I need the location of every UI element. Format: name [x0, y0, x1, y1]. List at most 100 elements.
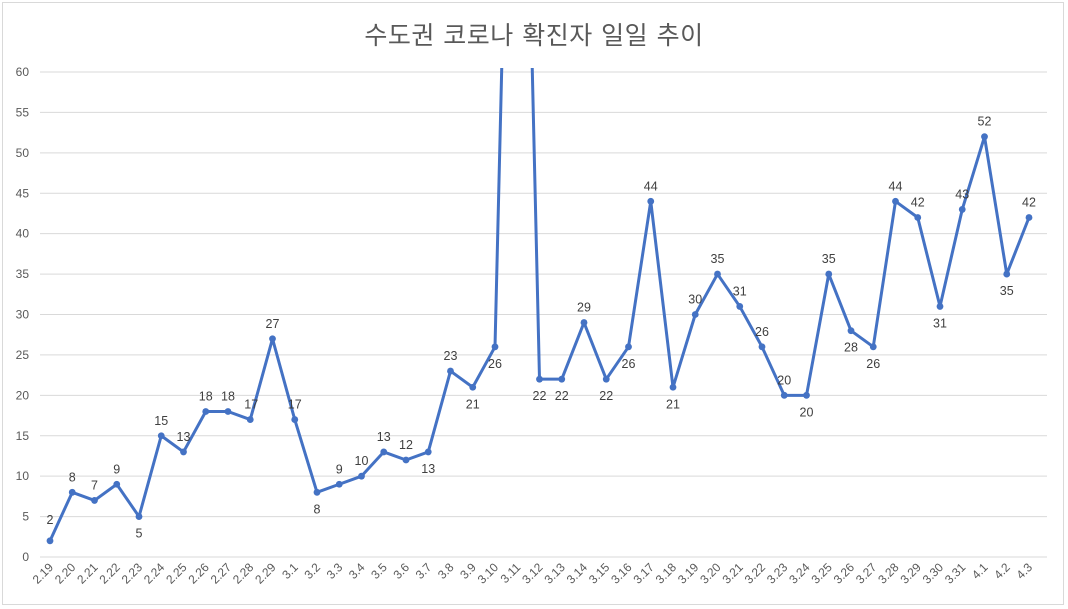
- data-label: 8: [69, 470, 76, 484]
- x-tick-label: 2.24: [141, 560, 168, 587]
- y-tick-label: 25: [16, 348, 30, 362]
- data-label: 22: [533, 389, 547, 403]
- data-point-3.10: [491, 343, 499, 351]
- x-tick-label: 2.22: [96, 560, 123, 587]
- data-label: 43: [955, 187, 969, 201]
- data-label: 9: [336, 462, 343, 476]
- x-tick-label: 2.23: [119, 560, 146, 587]
- data-label: 52: [978, 115, 992, 129]
- data-point-3.1: [291, 416, 299, 423]
- x-tick-label: 3.2: [301, 560, 323, 582]
- data-label: 15: [154, 414, 168, 428]
- data-point-2.19: [46, 537, 54, 545]
- x-tick-label: 4.3: [1013, 560, 1035, 582]
- data-point-3.27: [869, 343, 877, 351]
- x-tick-label: 3.1: [279, 560, 301, 582]
- data-label: 31: [933, 316, 947, 330]
- data-label: 21: [466, 397, 480, 411]
- y-tick-label: 60: [16, 65, 30, 79]
- x-tick-label: 3.16: [608, 560, 635, 587]
- chart-title: 수도권 코로나 확진자 일일 추이: [364, 21, 704, 50]
- data-point-3.20: [714, 270, 721, 278]
- data-label: 22: [555, 389, 569, 403]
- x-tick-label: 3.27: [853, 560, 880, 587]
- x-tick-label: 3.12: [519, 560, 546, 587]
- data-label: 5: [136, 527, 143, 541]
- data-point-3.26: [847, 327, 855, 335]
- x-tick-label: 3.24: [786, 560, 813, 587]
- data-point-3.23: [780, 391, 788, 399]
- gridlines: [40, 71, 1047, 558]
- x-axis-ticks: 2.192.202.212.222.232.242.252.262.272.28…: [30, 560, 1036, 587]
- y-tick-label: 5: [22, 510, 29, 524]
- data-label: 26: [755, 325, 769, 339]
- data-label: 35: [822, 252, 836, 266]
- data-point-3.4: [358, 472, 365, 480]
- data-point-3.12: [536, 375, 543, 383]
- data-label: 13: [177, 430, 191, 444]
- x-tick-label: 2.25: [163, 560, 190, 587]
- data-point-3.17: [647, 197, 655, 205]
- x-tick-label: 2.29: [252, 560, 279, 587]
- y-tick-label: 50: [16, 146, 30, 160]
- x-tick-label: 3.26: [831, 560, 858, 587]
- data-point-3.16: [625, 343, 632, 351]
- data-label: 26: [866, 357, 880, 371]
- x-tick-label: 2.19: [30, 560, 57, 587]
- data-label: 31: [733, 284, 747, 298]
- x-tick-label: 3.7: [413, 560, 435, 582]
- data-point-3.9: [469, 383, 477, 391]
- x-tick-label: 3.30: [920, 560, 947, 587]
- data-point-2.21: [91, 497, 98, 504]
- data-label: 2: [47, 513, 54, 527]
- x-tick-label: 2.27: [208, 560, 235, 587]
- data-points: [46, 133, 1033, 545]
- data-label: 17: [288, 398, 302, 412]
- data-point-3.25: [825, 270, 833, 278]
- data-point-3.19: [691, 311, 699, 318]
- data-label: 42: [1022, 196, 1036, 210]
- data-point-2.23: [135, 513, 143, 520]
- data-label: 10: [355, 454, 369, 468]
- data-label: 12: [399, 438, 413, 452]
- x-tick-label: 3.3: [324, 560, 346, 582]
- data-label: 29: [577, 301, 591, 315]
- x-tick-label: 3.14: [564, 560, 591, 587]
- x-tick-label: 3.11: [498, 560, 524, 586]
- data-label: 7: [91, 478, 98, 492]
- data-point-2.20: [68, 488, 76, 496]
- data-point-3.24: [803, 391, 810, 399]
- y-tick-label: 10: [16, 469, 30, 483]
- x-tick-label: 2.26: [185, 560, 212, 587]
- data-label: 13: [377, 430, 391, 444]
- data-point-3.5: [380, 448, 388, 456]
- x-tick-label: 3.4: [346, 560, 368, 582]
- x-tick-label: 3.5: [368, 560, 390, 582]
- data-label: 44: [889, 179, 903, 193]
- data-label: 22: [599, 389, 613, 403]
- data-label: 26: [622, 357, 636, 371]
- y-tick-label: 30: [16, 308, 30, 322]
- x-tick-label: 2.20: [52, 560, 79, 587]
- x-tick-label: 3.28: [875, 560, 902, 587]
- data-label: 27: [266, 317, 280, 331]
- y-tick-label: 35: [16, 267, 30, 281]
- data-point-3.21: [736, 303, 744, 310]
- data-point-3.13: [558, 375, 566, 383]
- x-tick-label: 3.17: [630, 560, 657, 587]
- data-point-3.15: [602, 375, 610, 383]
- data-point-4.2: [1003, 270, 1011, 278]
- x-tick-label: 2.28: [230, 560, 257, 587]
- x-tick-label: 3.23: [764, 560, 791, 587]
- x-tick-label: 3.20: [697, 560, 724, 587]
- series-group: [48, 68, 1031, 543]
- x-tick-label: 3.8: [435, 560, 457, 582]
- y-tick-label: 0: [22, 550, 29, 564]
- data-label: 44: [644, 179, 658, 193]
- y-tick-label: 45: [16, 186, 30, 200]
- x-tick-label: 3.6: [390, 560, 412, 582]
- x-tick-label: 3.22: [742, 560, 769, 587]
- x-tick-label: 3.18: [653, 560, 680, 587]
- data-label: 26: [488, 357, 502, 371]
